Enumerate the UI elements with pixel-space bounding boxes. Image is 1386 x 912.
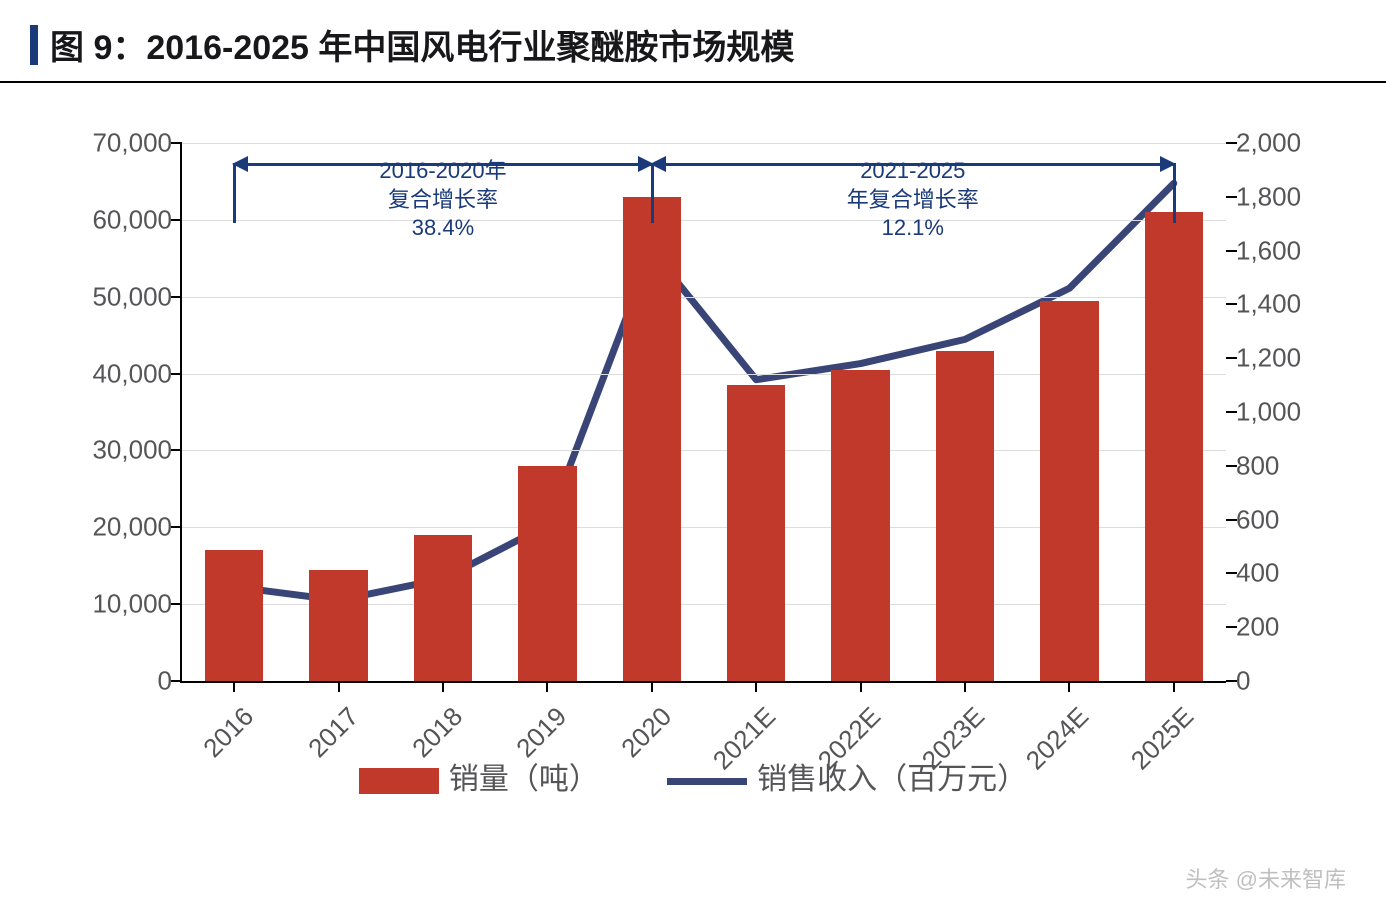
- bar: [727, 385, 785, 681]
- x-tick: [546, 681, 548, 692]
- legend-swatch-line: [667, 778, 747, 785]
- annotation-label: 2021-2025年复合增长率12.1%: [823, 157, 1003, 243]
- title-accent: [30, 25, 38, 65]
- y-right-label: 400: [1236, 558, 1279, 589]
- x-tick: [755, 681, 757, 692]
- y-left-label: 70,000: [92, 128, 172, 159]
- y-left-label: 60,000: [92, 204, 172, 235]
- watermark: 头条 @未来智库: [1186, 862, 1346, 894]
- annotation-end-cap: [1173, 163, 1176, 223]
- bar: [414, 535, 472, 681]
- legend-line-label: 销售收入（百万元）: [757, 763, 1027, 796]
- y-left-label: 30,000: [92, 435, 172, 466]
- y-left-tick: [171, 449, 182, 451]
- y-right-label: 1,800: [1236, 181, 1301, 212]
- bar: [1145, 212, 1203, 681]
- y-left-tick: [171, 142, 182, 144]
- y-left-tick: [171, 373, 182, 375]
- x-tick: [860, 681, 862, 692]
- bar: [309, 570, 367, 681]
- x-tick: [338, 681, 340, 692]
- gridline: [182, 220, 1226, 221]
- y-left-tick: [171, 219, 182, 221]
- bar: [1040, 301, 1098, 681]
- bar: [205, 550, 263, 681]
- annotation-end-cap: [651, 163, 654, 223]
- y-left-tick: [171, 603, 182, 605]
- x-tick: [442, 681, 444, 692]
- chart-title: 图 9：2016-2025 年中国风电行业聚醚胺市场规模: [50, 29, 794, 67]
- x-tick: [651, 681, 653, 692]
- gridline: [182, 143, 1226, 144]
- y-right-label: 1,400: [1236, 289, 1301, 320]
- y-left-label: 0: [158, 666, 172, 697]
- plot-area: 010,00020,00030,00040,00050,00060,00070,…: [180, 143, 1226, 683]
- chart-title-bar: 图 9：2016-2025 年中国风电行业聚醚胺市场规模: [0, 0, 1386, 83]
- y-right-label: 1,600: [1236, 235, 1301, 266]
- y-right-label: 200: [1236, 612, 1279, 643]
- y-right-label: 0: [1236, 666, 1250, 697]
- bar: [518, 466, 576, 681]
- y-right-label: 2,000: [1236, 128, 1301, 159]
- y-right-label: 600: [1236, 504, 1279, 535]
- line-series: [234, 183, 1174, 600]
- y-right-label: 800: [1236, 450, 1279, 481]
- x-tick: [964, 681, 966, 692]
- gridline: [182, 297, 1226, 298]
- y-right-label: 1,000: [1236, 397, 1301, 428]
- legend-swatch-bar: [359, 768, 439, 794]
- x-tick: [1068, 681, 1070, 692]
- y-left-label: 10,000: [92, 589, 172, 620]
- y-left-tick: [171, 296, 182, 298]
- legend: 销量（吨） 销售收入（百万元）: [50, 754, 1336, 798]
- y-left-tick: [171, 526, 182, 528]
- annotation-label: 2016-2020年复合增长率38.4%: [353, 157, 533, 243]
- legend-bar-label: 销量（吨）: [449, 763, 599, 796]
- bar: [623, 197, 681, 681]
- y-left-label: 50,000: [92, 281, 172, 312]
- bar: [936, 351, 994, 681]
- chart-container: 0 10,000 20,000 30,000 40,000 50,000 60,000 70,…: [50, 123, 1336, 803]
- x-tick: [233, 681, 235, 692]
- y-left-label: 40,000: [92, 358, 172, 389]
- y-right-label: 1,200: [1236, 343, 1301, 374]
- y-left-label: 20,000: [92, 512, 172, 543]
- bar: [831, 370, 889, 681]
- x-tick: [1173, 681, 1175, 692]
- annotation-end-cap: [233, 163, 236, 223]
- y-left-tick: [171, 680, 182, 682]
